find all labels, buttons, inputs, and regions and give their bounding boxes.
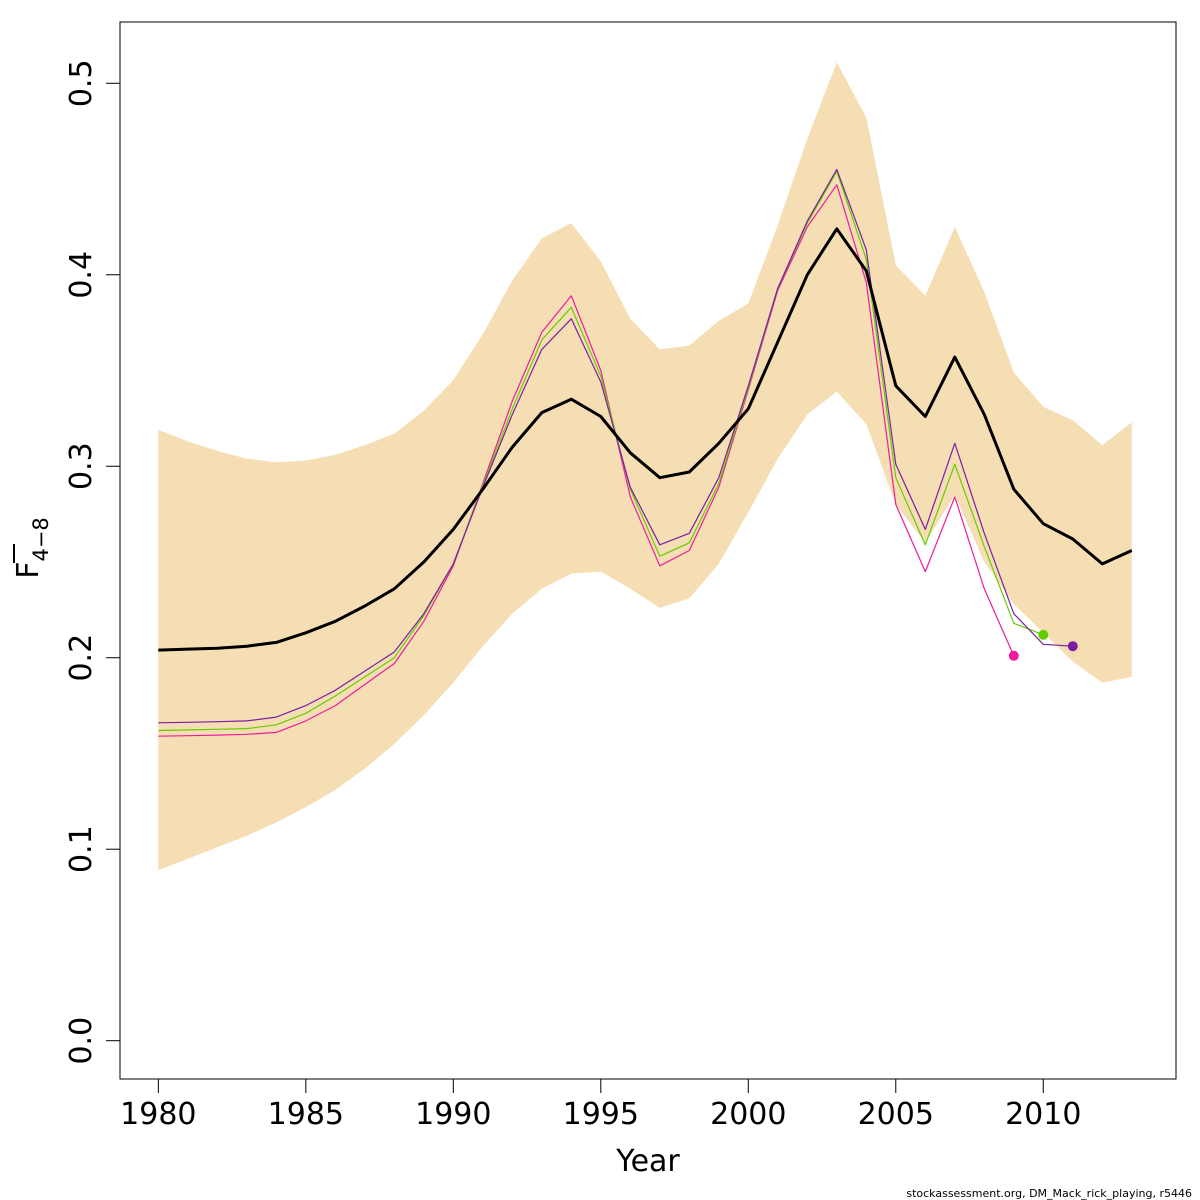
y-axis-title-main: F — [11, 562, 46, 579]
y-tick-label: 0.4 — [64, 251, 99, 299]
x-axis-title: Year — [615, 1144, 680, 1179]
y-axis-title-subscript: 4−8 — [29, 517, 53, 561]
y-tick-label: 0.0 — [64, 1017, 99, 1065]
credit-text: stockassessment.org, DM_Mack_rick_playin… — [906, 1187, 1192, 1200]
y-tick-label: 0.3 — [64, 442, 99, 490]
x-tick-label: 2000 — [710, 1097, 786, 1132]
svg-text:F4−8: F4−8 — [11, 517, 53, 579]
y-axis-title: F4−8 — [11, 517, 53, 579]
y-tick-label: 0.5 — [64, 59, 99, 107]
endpoint-layer — [1008, 629, 1078, 661]
x-tick-label: 2010 — [1005, 1097, 1081, 1132]
series-layer — [158, 168, 1133, 737]
endpoint-dot-2011 — [1067, 641, 1078, 652]
y-axis: 0.0 0.1 0.2 0.3 0.4 0.5 — [64, 59, 121, 1065]
series-line-retro-2009 — [158, 184, 1015, 737]
x-axis: 1980 1985 1990 1995 2000 2005 2010 — [120, 1078, 1081, 1132]
endpoint-dot-2009 — [1008, 650, 1019, 661]
y-tick-label: 0.2 — [64, 634, 99, 682]
series-line-estimate — [158, 227, 1133, 652]
y-tick-label: 0.1 — [64, 825, 99, 873]
x-tick-label: 1995 — [563, 1097, 639, 1132]
x-tick-label: 1980 — [120, 1097, 196, 1132]
x-tick-label: 1985 — [268, 1097, 344, 1132]
series-line-retro-2010 — [158, 170, 1044, 732]
x-tick-label: 1990 — [415, 1097, 491, 1132]
x-tick-label: 2005 — [858, 1097, 934, 1132]
endpoint-dot-2010 — [1038, 629, 1049, 640]
